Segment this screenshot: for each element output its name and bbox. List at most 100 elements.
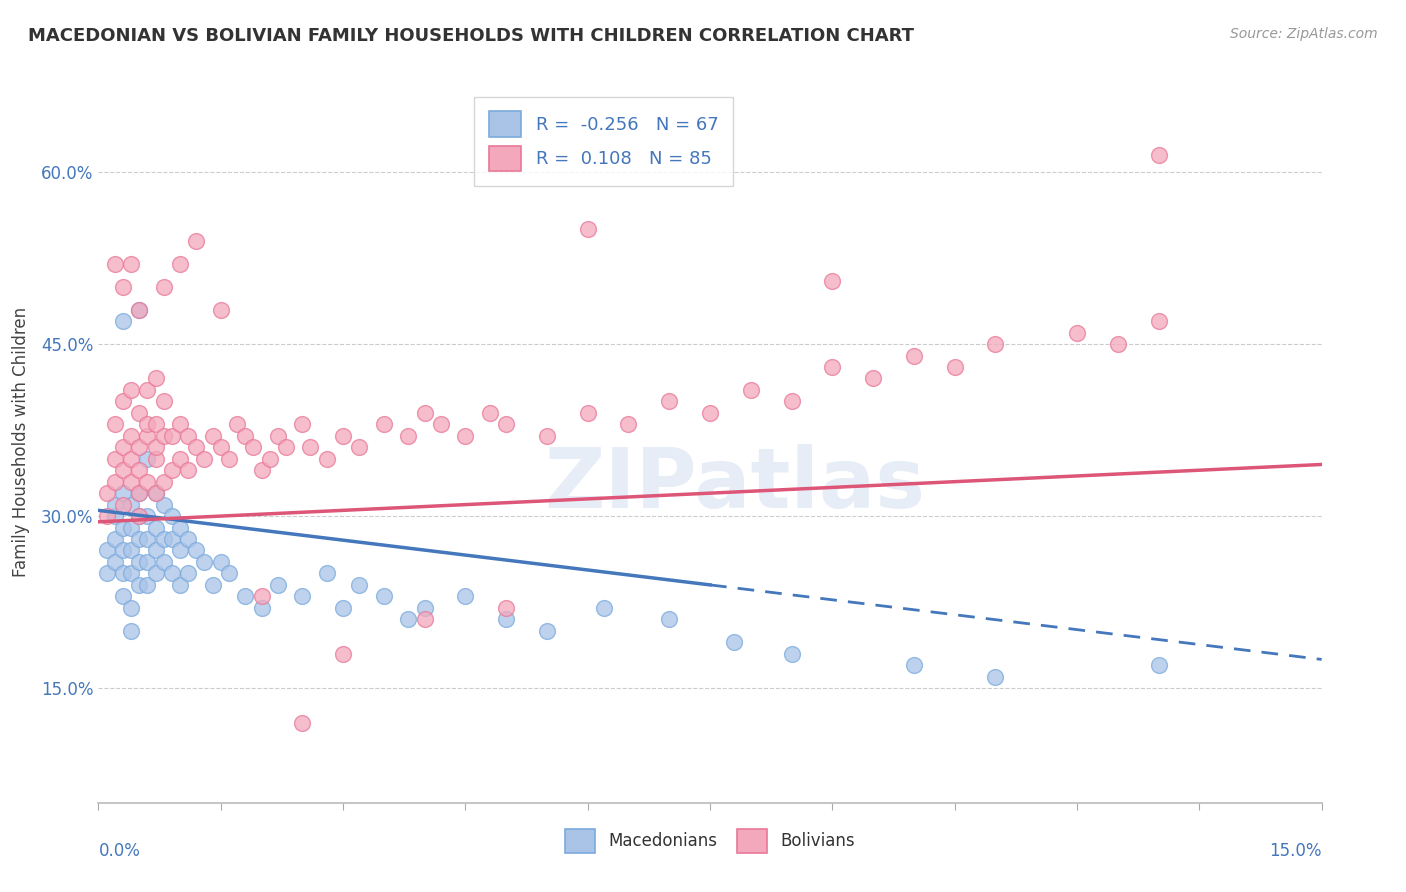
- Point: [128, 463, 150, 477]
- Point: [658, 612, 681, 626]
- Point: [128, 486, 150, 500]
- Point: [160, 509, 183, 524]
- Point: [454, 590, 477, 604]
- Point: [332, 647, 354, 661]
- Point: [120, 543, 142, 558]
- Point: [145, 417, 167, 432]
- Point: [1147, 148, 1170, 162]
- Point: [723, 635, 745, 649]
- Point: [740, 383, 762, 397]
- Point: [617, 417, 640, 432]
- Point: [120, 383, 142, 397]
- Point: [478, 406, 501, 420]
- Y-axis label: Family Households with Children: Family Households with Children: [11, 307, 30, 576]
- Point: [145, 486, 167, 500]
- Point: [349, 578, 371, 592]
- Point: [136, 451, 159, 466]
- Point: [111, 314, 134, 328]
- Point: [209, 555, 232, 569]
- Point: [349, 440, 371, 454]
- Point: [104, 257, 127, 271]
- Point: [104, 417, 127, 432]
- Point: [152, 475, 174, 489]
- Point: [780, 647, 803, 661]
- Point: [152, 429, 174, 443]
- Point: [160, 566, 183, 581]
- Point: [274, 440, 297, 454]
- Point: [96, 486, 118, 500]
- Point: [903, 658, 925, 673]
- Point: [233, 429, 256, 443]
- Point: [250, 600, 273, 615]
- Point: [984, 337, 1007, 351]
- Point: [250, 463, 273, 477]
- Point: [104, 509, 127, 524]
- Point: [177, 463, 200, 477]
- Point: [1147, 658, 1170, 673]
- Point: [111, 463, 134, 477]
- Point: [145, 486, 167, 500]
- Point: [1147, 314, 1170, 328]
- Point: [128, 555, 150, 569]
- Point: [193, 555, 215, 569]
- Point: [821, 359, 844, 374]
- Point: [120, 600, 142, 615]
- Point: [373, 590, 395, 604]
- Point: [413, 612, 436, 626]
- Point: [111, 498, 134, 512]
- Point: [209, 302, 232, 317]
- Point: [242, 440, 264, 454]
- Point: [111, 440, 134, 454]
- Point: [104, 555, 127, 569]
- Point: [1107, 337, 1129, 351]
- Point: [373, 417, 395, 432]
- Point: [396, 612, 419, 626]
- Point: [226, 417, 249, 432]
- Point: [152, 394, 174, 409]
- Point: [128, 440, 150, 454]
- Point: [136, 475, 159, 489]
- Point: [96, 509, 118, 524]
- Point: [128, 532, 150, 546]
- Point: [862, 371, 884, 385]
- Point: [267, 578, 290, 592]
- Point: [120, 520, 142, 534]
- Point: [984, 670, 1007, 684]
- Point: [259, 451, 281, 466]
- Point: [177, 532, 200, 546]
- Point: [536, 624, 558, 638]
- Point: [160, 429, 183, 443]
- Point: [104, 451, 127, 466]
- Point: [152, 498, 174, 512]
- Text: 0.0%: 0.0%: [98, 842, 141, 860]
- Point: [1066, 326, 1088, 340]
- Text: MACEDONIAN VS BOLIVIAN FAMILY HOUSEHOLDS WITH CHILDREN CORRELATION CHART: MACEDONIAN VS BOLIVIAN FAMILY HOUSEHOLDS…: [28, 27, 914, 45]
- Point: [128, 406, 150, 420]
- Point: [128, 578, 150, 592]
- Point: [201, 429, 224, 443]
- Point: [169, 417, 191, 432]
- Point: [145, 440, 167, 454]
- Point: [177, 566, 200, 581]
- Point: [209, 440, 232, 454]
- Point: [128, 509, 150, 524]
- Point: [291, 417, 314, 432]
- Point: [96, 543, 118, 558]
- Point: [332, 600, 354, 615]
- Point: [495, 417, 517, 432]
- Point: [145, 543, 167, 558]
- Point: [593, 600, 616, 615]
- Point: [821, 274, 844, 288]
- Point: [495, 612, 517, 626]
- Point: [104, 498, 127, 512]
- Point: [943, 359, 966, 374]
- Point: [903, 349, 925, 363]
- Point: [120, 498, 142, 512]
- Point: [413, 406, 436, 420]
- Point: [169, 451, 191, 466]
- Point: [120, 475, 142, 489]
- Point: [169, 578, 191, 592]
- Point: [218, 566, 240, 581]
- Point: [193, 451, 215, 466]
- Point: [104, 532, 127, 546]
